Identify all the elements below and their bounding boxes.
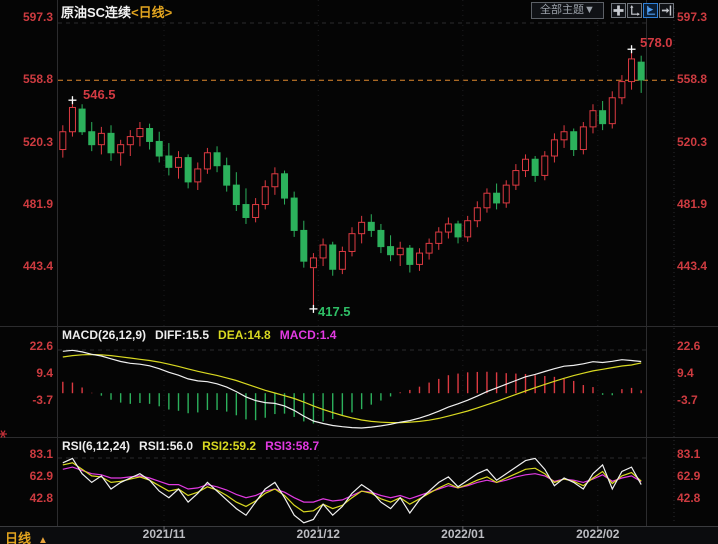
annotation-high-late: 578.0 — [640, 35, 673, 50]
rsi-axis-label-left: 62.9 — [29, 469, 53, 484]
panel-separator-macd-rsi — [0, 437, 718, 438]
price-axis-label-right: 443.4 — [677, 258, 708, 273]
symbol-name: 原油SC连续 — [61, 5, 132, 20]
macd-axis-label-left: -3.7 — [32, 392, 53, 407]
price-axis-label-left: 520.3 — [22, 134, 53, 149]
macd-diff-value: DIFF:15.5 — [155, 328, 210, 342]
price-axis-label-left: 558.8 — [22, 72, 53, 87]
theme-dropdown[interactable]: 全部主题▼ — [531, 2, 604, 19]
price-axis-label-left: 597.3 — [22, 10, 53, 24]
rsi-axis-label-right: 62.9 — [677, 469, 701, 484]
macd-macd-value: MACD:1.4 — [279, 328, 337, 342]
date-axis-bar — [0, 526, 718, 544]
rsi-axis-label-right: 83.1 — [677, 447, 701, 461]
macd-axis-label-left: 9.4 — [36, 365, 53, 380]
axis-scale-active-button[interactable] — [643, 3, 658, 18]
price-axis-label-right: 597.3 — [677, 10, 708, 24]
macd-axis-label-right: 9.4 — [677, 365, 694, 380]
price-axis-label-left: 443.4 — [22, 258, 53, 273]
x-axis-label: 2022/01 — [441, 527, 485, 541]
axis-pan-icon — [661, 5, 672, 16]
up-triangle-icon: ▲ — [38, 535, 48, 544]
panel-separator-main-macd — [0, 326, 718, 327]
macd-dea-value: DEA:14.8 — [218, 328, 271, 342]
move-crosshair-button[interactable] — [611, 3, 626, 18]
axis-scale-button[interactable] — [627, 3, 642, 18]
macd-axis-label-right: -3.7 — [677, 392, 698, 407]
x-axis-label: 2022/02 — [576, 527, 620, 541]
annotation-high-early: 546.5 — [83, 87, 116, 102]
axis-scale-icon — [630, 5, 640, 16]
macd-axis-label-right: 22.6 — [677, 338, 701, 353]
page-title: 原油SC连续<日线> — [61, 2, 172, 21]
x-axis-label: 2021/12 — [296, 527, 340, 541]
period-tab[interactable]: 日线 ▲ — [5, 528, 48, 544]
price-axis-label-right: 558.8 — [677, 72, 708, 87]
right-axis-line — [646, 0, 647, 526]
rsi-axis-label-left: 42.8 — [29, 490, 53, 505]
period-tag: <日线> — [131, 5, 173, 20]
price-axis-label-left: 481.9 — [22, 196, 53, 211]
macd-name: MACD(26,12,9) — [62, 328, 147, 342]
rsi-axis-label-left: 83.1 — [29, 447, 53, 461]
annotation-low: 417.5 — [318, 304, 351, 319]
alert-marker-icon — [0, 430, 6, 438]
rsi-name: RSI(6,12,24) — [62, 439, 131, 453]
axis-pan-button[interactable] — [659, 3, 674, 18]
move-crosshair-icon — [613, 5, 624, 16]
x-axis-label: 2021/11 — [142, 527, 186, 541]
rsi-header: RSI(6,12,24) RSI1:56.0 RSI2:59.2 RSI3:58.7 — [62, 439, 328, 453]
rsi1-value: RSI1:56.0 — [139, 439, 194, 453]
rsi3-value: RSI3:58.7 — [265, 439, 320, 453]
rsi-axis-label-right: 42.8 — [677, 490, 701, 505]
price-axis-label-right: 481.9 — [677, 196, 708, 211]
price-axis-label-right: 520.3 — [677, 134, 708, 149]
rsi2-value: RSI2:59.2 — [202, 439, 257, 453]
macd-axis-label-left: 22.6 — [29, 338, 53, 353]
period-tab-label: 日线 — [5, 531, 32, 544]
macd-header: MACD(26,12,9) DIFF:15.5 DEA:14.8 MACD:1.4 — [62, 328, 345, 342]
left-axis-line — [57, 0, 58, 526]
axis-scale-active-icon — [647, 5, 656, 15]
